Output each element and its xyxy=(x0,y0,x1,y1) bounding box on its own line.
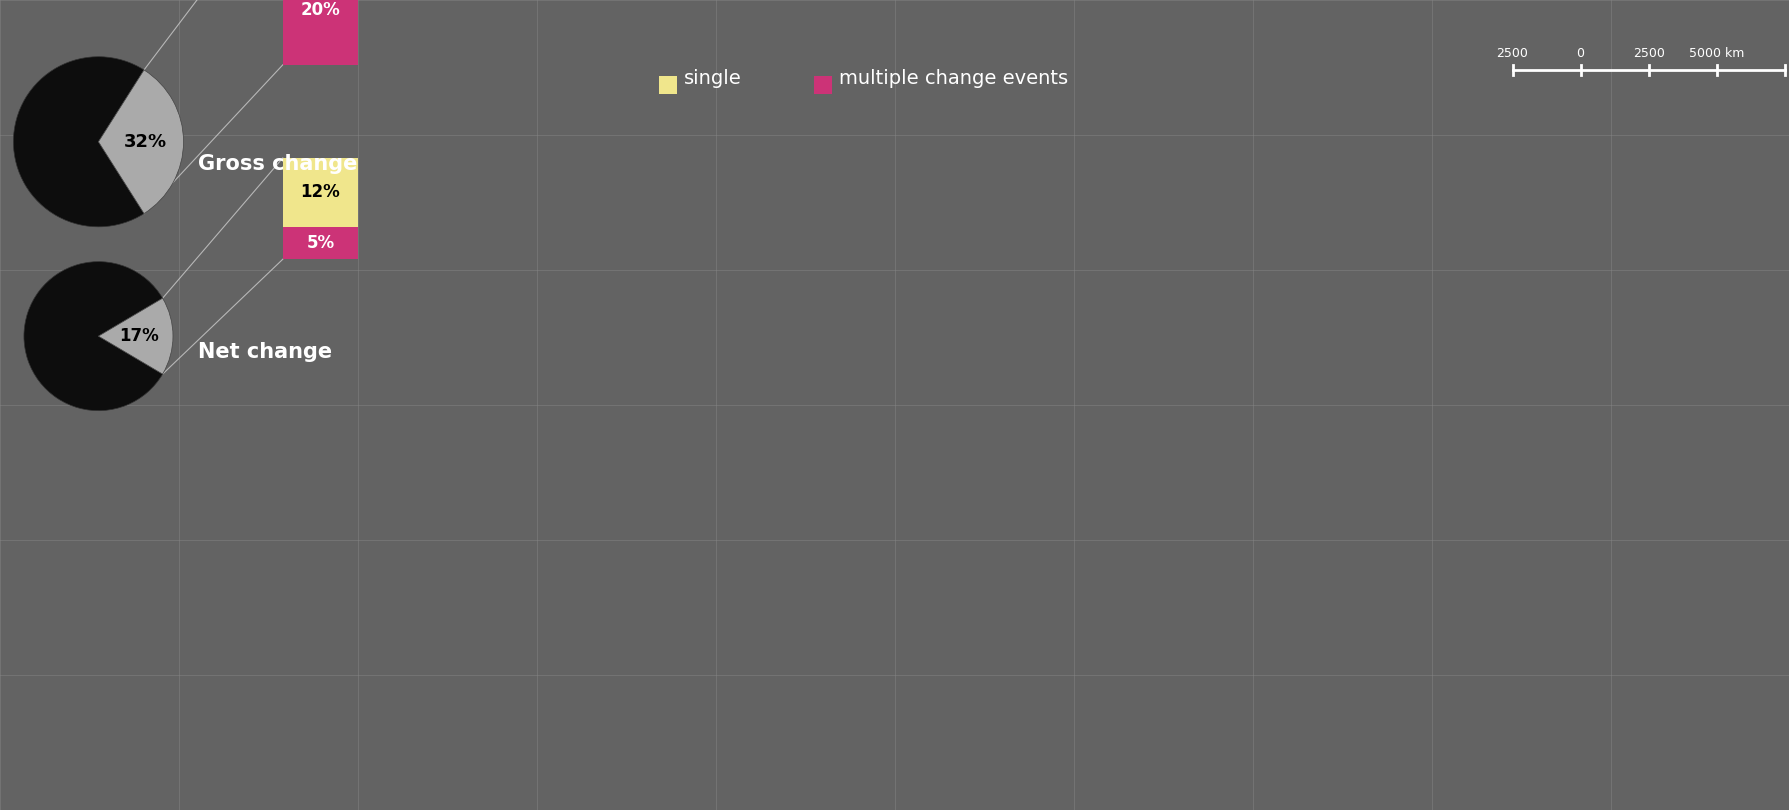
Wedge shape xyxy=(23,262,163,411)
Text: Net change: Net change xyxy=(199,343,331,362)
Text: 12%: 12% xyxy=(301,183,340,202)
Text: 5000 km: 5000 km xyxy=(1689,48,1742,61)
Bar xyxy=(658,76,676,94)
Bar xyxy=(283,158,358,227)
Text: 2500: 2500 xyxy=(1496,48,1528,61)
Bar xyxy=(814,76,832,94)
Bar xyxy=(283,0,358,65)
Text: Gross change: Gross change xyxy=(197,154,358,173)
Text: 17%: 17% xyxy=(120,327,159,345)
Wedge shape xyxy=(13,57,143,227)
Wedge shape xyxy=(98,70,184,214)
Text: single: single xyxy=(683,69,741,87)
Text: 5%: 5% xyxy=(306,234,335,252)
Text: multiple change events: multiple change events xyxy=(839,69,1068,87)
Text: 32%: 32% xyxy=(123,133,166,151)
Text: 0: 0 xyxy=(1576,48,1583,61)
Text: 20%: 20% xyxy=(301,1,340,19)
Bar xyxy=(283,227,358,259)
Wedge shape xyxy=(98,298,174,374)
Text: 2500: 2500 xyxy=(1632,48,1664,61)
